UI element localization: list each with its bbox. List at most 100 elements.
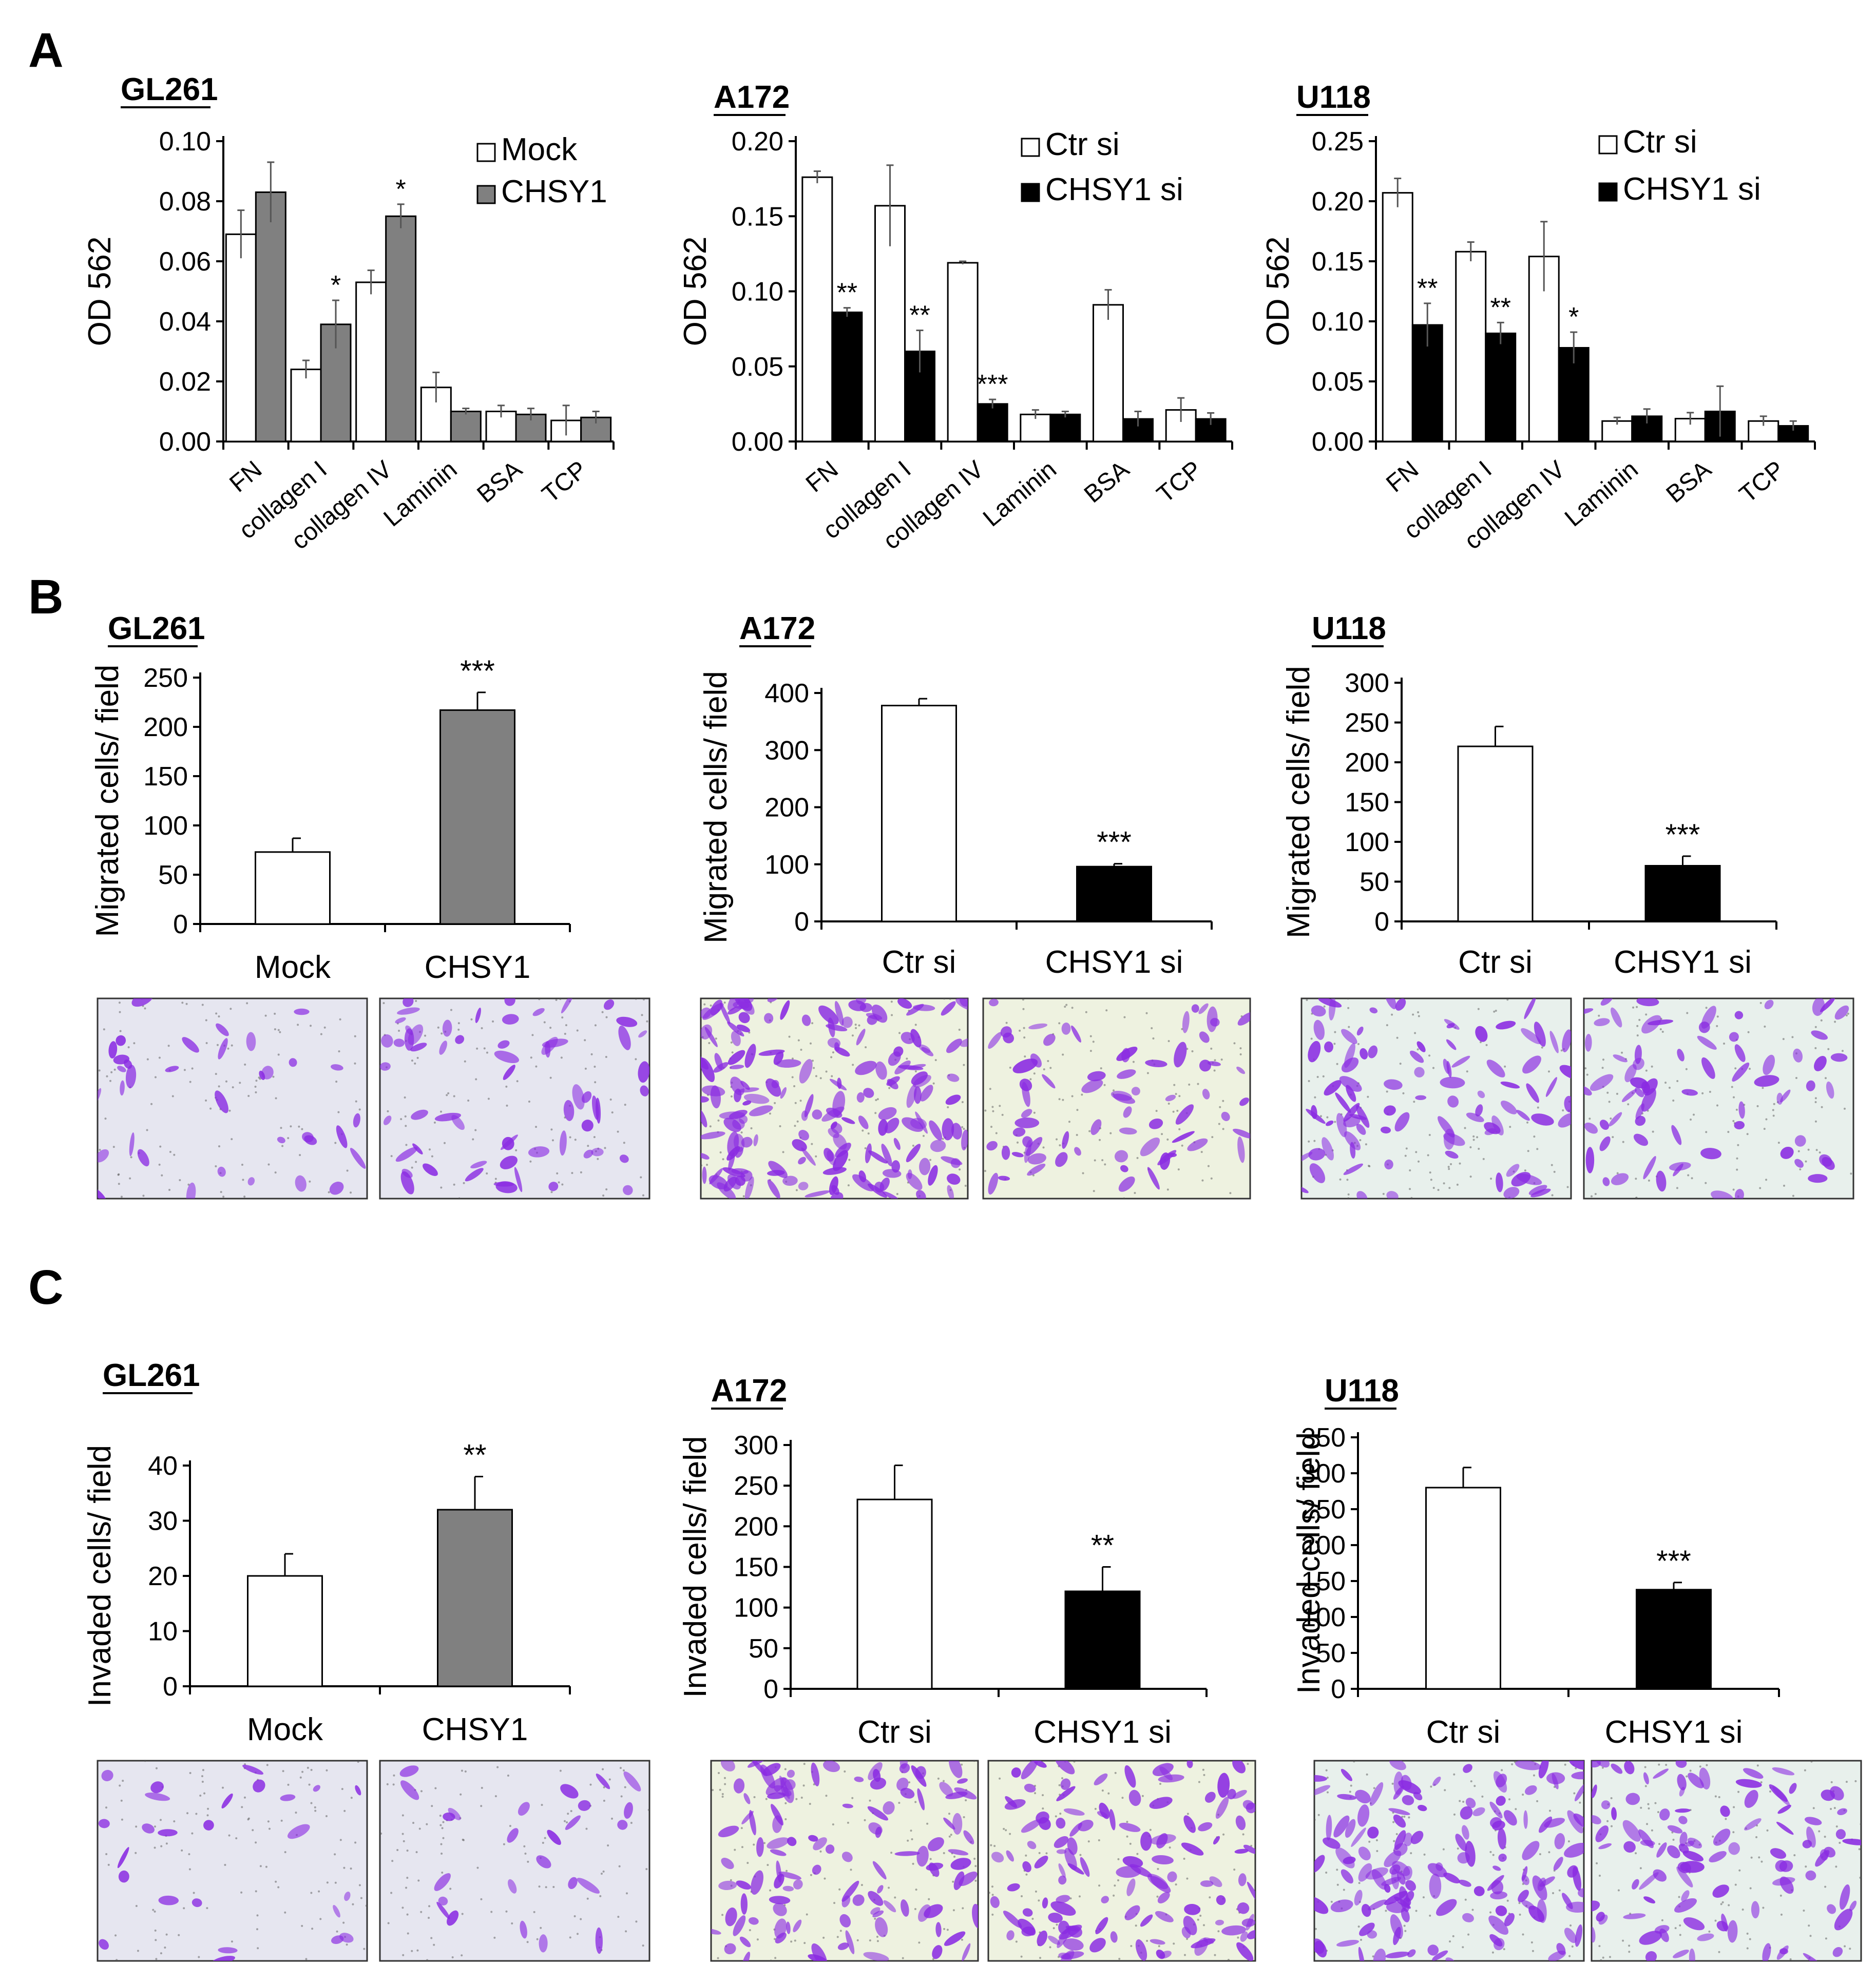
y-tick-label: 300 [1301,1459,1346,1489]
stained-cells [380,998,649,1199]
y-tick-label: 0 [1331,1674,1346,1704]
bar [255,851,331,925]
y-tick-label: 0 [1374,907,1389,937]
significance-marker: *** [1666,818,1700,852]
y-tick-label: 200 [1345,748,1389,778]
y-axis-label: Migrated cells/ field [698,671,734,943]
x-tick-label: TCP [1152,456,1208,508]
y-tick-label: 150 [734,1553,778,1583]
significance-marker: ** [837,278,857,308]
x-tick-label: CHSY1 si [1045,945,1183,980]
x-tick-label: Ctr si [1426,1715,1501,1750]
y-axis-label: OD 562 [678,237,713,346]
significance-marker: *** [1097,826,1132,859]
micrograph-11 [1313,1760,1585,1962]
bar [439,709,515,925]
chart-title: U118 [1312,611,1386,646]
bar [831,311,863,442]
x-tick-label: BSA [1079,456,1135,508]
x-tick-label: Ctr si [1458,945,1533,980]
bar [1049,413,1081,442]
x-tick-label: BSA [1661,456,1717,508]
stained-cells [1314,1761,1584,1961]
y-tick-label: 100 [764,850,809,880]
bar [1455,251,1487,442]
micrograph-frame [379,1760,650,1962]
significance-marker: ** [1417,274,1438,303]
significance-marker: * [396,175,406,204]
bar [1093,304,1124,442]
bar [1485,332,1517,442]
y-axis-label: Invaded cells/ field [82,1445,118,1707]
y-tick-label: 300 [734,1431,778,1460]
panel-letter-a: A [28,23,64,78]
stained-cells [988,1761,1255,1961]
bar [856,1498,933,1690]
y-tick-label: 0.00 [1312,427,1364,457]
x-tick-label: FN [224,456,267,498]
y-tick-label: 20 [148,1562,178,1591]
legend-label: CHSY1 si [1045,172,1183,207]
chart-title: A172 [714,80,790,115]
bar [1644,865,1721,922]
y-tick-label: 250 [1345,708,1389,738]
significance-marker: * [1568,302,1579,332]
x-tick-label: Laminin [379,456,463,532]
y-tick-label: 0.06 [159,247,211,277]
y-tick-label: 50 [749,1634,778,1664]
micrograph-1 [97,997,368,1200]
y-axis-label: OD 562 [1260,237,1296,346]
x-tick-label: Laminin [1560,456,1643,532]
y-axis-label: Migrated cells/ field [1281,666,1316,938]
significance-marker: ** [1490,293,1511,322]
chart-b-gl261: GL261 Migrated cells/ field 0 50 100 150 200 25… [90,611,571,985]
micrograph-3 [700,997,969,1200]
y-tick-label: 0 [163,1672,178,1702]
y-tick-label: 0.05 [732,352,783,382]
legend-label: Mock [501,132,578,167]
x-tick-label: Ctr si [857,1715,932,1750]
y-tick-label: 0.04 [159,307,211,337]
chart-title: GL261 [108,611,205,646]
y-tick-label: 0.20 [1312,187,1364,217]
bar [1636,1589,1712,1690]
bar [801,176,833,442]
y-tick-label: 200 [734,1512,778,1542]
panel-letter-b: B [28,570,64,624]
chart-title: U118 [1296,80,1371,115]
bar [977,403,1008,442]
y-tick-label: 50 [158,860,188,890]
stained-cells [98,998,366,1199]
y-tick-label: 0.25 [1312,127,1364,157]
legend-label: CHSY1 [501,174,607,209]
y-tick-label: 100 [1301,1603,1346,1632]
legend-label: Ctr si [1045,127,1120,162]
x-tick-label: Mock [255,950,331,985]
y-tick-label: 300 [764,736,809,765]
significance-marker: * [331,271,341,300]
bar [247,1575,323,1687]
stained-cells [98,1761,367,1961]
y-tick-label: 0 [763,1674,778,1704]
micrograph-6 [1583,997,1854,1200]
y-tick-label: 0.02 [159,367,211,397]
significance-marker: *** [977,370,1008,399]
bar [1457,745,1534,922]
y-tick-label: 100 [734,1593,778,1623]
y-tick-label: 10 [148,1617,178,1647]
bar [255,191,286,442]
chart-title: A172 [711,1373,787,1409]
y-tick-label: 350 [1301,1423,1346,1453]
micrograph-10 [987,1760,1256,1962]
y-axis-label: OD 562 [82,237,118,346]
y-tick-label: 150 [1345,788,1389,818]
chart-title: GL261 [103,1358,200,1393]
bar [290,369,322,442]
panel-letter-c: C [28,1260,64,1315]
x-tick-label: FN [1381,456,1424,498]
y-tick-label: 0 [173,910,188,939]
